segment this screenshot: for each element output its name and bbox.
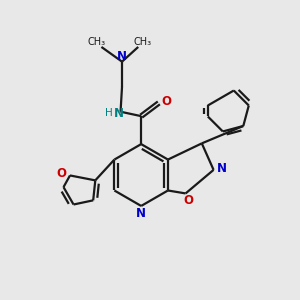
Text: N: N <box>117 50 127 63</box>
Text: CH₃: CH₃ <box>134 37 152 46</box>
Text: N: N <box>114 107 124 120</box>
Text: N: N <box>136 207 146 220</box>
Text: O: O <box>184 194 194 207</box>
Text: H: H <box>106 108 113 118</box>
Text: O: O <box>161 95 171 108</box>
Text: N: N <box>217 162 227 175</box>
Text: CH₃: CH₃ <box>88 37 106 46</box>
Text: O: O <box>57 167 67 180</box>
